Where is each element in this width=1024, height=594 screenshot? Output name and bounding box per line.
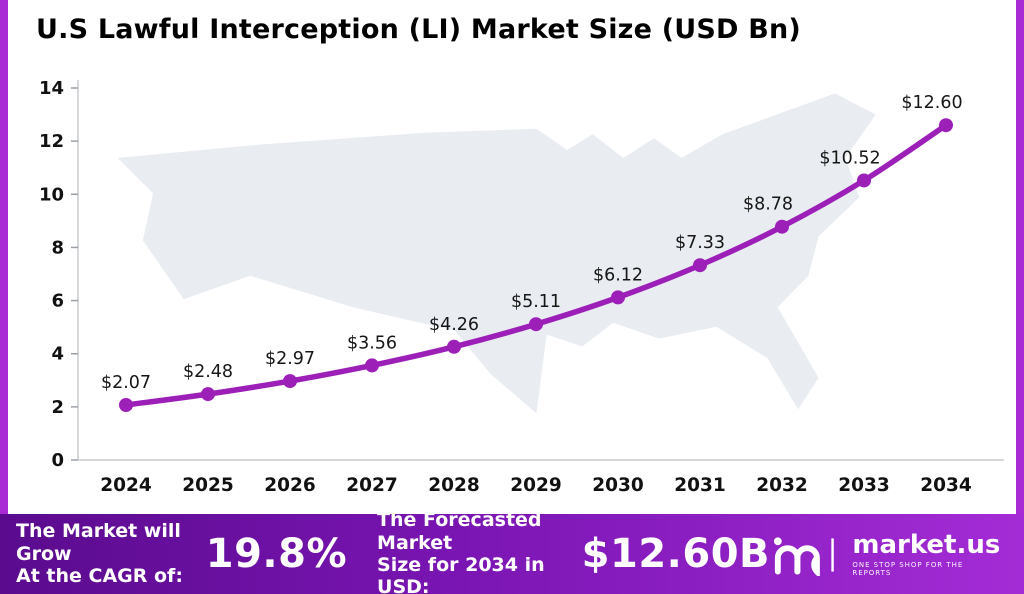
y-tick-label: 6 bbox=[51, 291, 64, 312]
data-point-2031 bbox=[693, 258, 707, 273]
x-tick-label: 2027 bbox=[346, 475, 398, 496]
page-title: U.S Lawful Interception (LI) Market Size… bbox=[36, 14, 801, 45]
x-tick-label: 2026 bbox=[264, 475, 316, 496]
data-label-2028: $4.26 bbox=[429, 315, 479, 335]
data-point-2026 bbox=[283, 374, 297, 389]
chart-section: U.S Lawful Interception (LI) Market Size… bbox=[0, 0, 1024, 514]
marketus-logo-text: market.us bbox=[852, 529, 1001, 560]
x-tick-label: 2024 bbox=[100, 475, 152, 496]
data-label-2034: $12.60 bbox=[901, 93, 962, 113]
x-tick-label: 2034 bbox=[920, 475, 972, 496]
x-tick-label: 2032 bbox=[756, 475, 808, 496]
data-label-2024: $2.07 bbox=[101, 373, 151, 393]
data-point-2029 bbox=[529, 317, 543, 332]
data-label-2030: $6.12 bbox=[593, 265, 643, 285]
data-label-2029: $5.11 bbox=[511, 292, 561, 312]
data-point-2030 bbox=[611, 290, 625, 305]
x-tick-label: 2033 bbox=[838, 475, 890, 496]
forecast-label: The Forecasted Market Size for 2034 in U… bbox=[377, 509, 568, 594]
data-label-2032: $8.78 bbox=[743, 195, 793, 215]
marketus-logo-tagline: ONE STOP SHOP FOR THE REPORTS bbox=[852, 560, 964, 577]
banner: The Market will Grow At the CAGR of: 19.… bbox=[0, 509, 1024, 594]
y-tick-label: 2 bbox=[51, 397, 64, 418]
cagr-label: The Market will Grow At the CAGR of: bbox=[16, 520, 192, 587]
x-tick-label: 2029 bbox=[510, 475, 562, 496]
x-tick-label: 2031 bbox=[674, 475, 726, 496]
data-label-2026: $2.97 bbox=[265, 349, 315, 369]
data-point-2027 bbox=[365, 358, 379, 373]
marketus-logo-icon bbox=[773, 537, 834, 576]
data-point-2028 bbox=[447, 339, 461, 354]
data-point-2033 bbox=[857, 173, 871, 188]
y-tick-label: 10 bbox=[39, 184, 64, 205]
y-tick-label: 8 bbox=[51, 237, 64, 258]
y-tick-label: 4 bbox=[51, 344, 64, 365]
data-label-2033: $10.52 bbox=[819, 148, 880, 168]
y-tick-label: 0 bbox=[51, 450, 64, 471]
forecast-label-line1: The Forecasted Market bbox=[377, 509, 542, 554]
data-label-2025: $2.48 bbox=[183, 362, 233, 382]
y-tick-label: 12 bbox=[39, 131, 64, 152]
x-tick-label: 2028 bbox=[428, 475, 480, 496]
cagr-label-line1: The Market will Grow bbox=[16, 520, 181, 565]
marketus-logo: market.us ONE STOP SHOP FOR THE REPORTS bbox=[770, 532, 1002, 577]
cagr-label-line2: At the CAGR of: bbox=[16, 565, 183, 588]
data-label-2027: $3.56 bbox=[347, 333, 397, 353]
data-point-2034 bbox=[939, 118, 953, 133]
forecast-label-line2: Size for 2034 in USD: bbox=[377, 554, 545, 594]
x-tick-label: 2025 bbox=[182, 475, 234, 496]
marketus-logo-textwrap: market.us ONE STOP SHOP FOR THE REPORTS bbox=[852, 532, 1002, 577]
usa-map-silhouette bbox=[117, 93, 876, 414]
data-point-2024 bbox=[119, 397, 133, 412]
data-label-2031: $7.33 bbox=[675, 233, 725, 253]
data-point-2032 bbox=[775, 219, 789, 234]
x-tick-label: 2030 bbox=[592, 475, 644, 496]
y-tick-label: 14 bbox=[39, 78, 64, 99]
market-size-chart: 0 2 4 6 8 10 12 14 2024 2025 2026 2027 2028 2029 2030 2… bbox=[39, 78, 1004, 496]
cagr-value: 19.8% bbox=[205, 531, 348, 577]
forecast-value: $12.60B bbox=[581, 531, 771, 577]
data-point-2025 bbox=[201, 387, 215, 402]
